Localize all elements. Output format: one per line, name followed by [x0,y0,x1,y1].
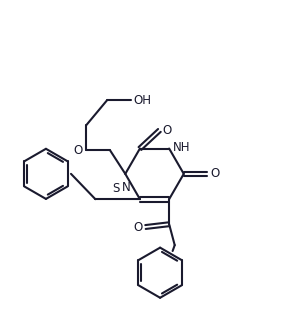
Text: O: O [210,167,220,180]
Text: NH: NH [173,141,191,154]
Text: N: N [122,181,131,194]
Text: OH: OH [134,94,152,107]
Text: O: O [74,144,83,157]
Text: S: S [112,182,120,195]
Text: O: O [133,220,142,233]
Text: O: O [162,124,172,137]
